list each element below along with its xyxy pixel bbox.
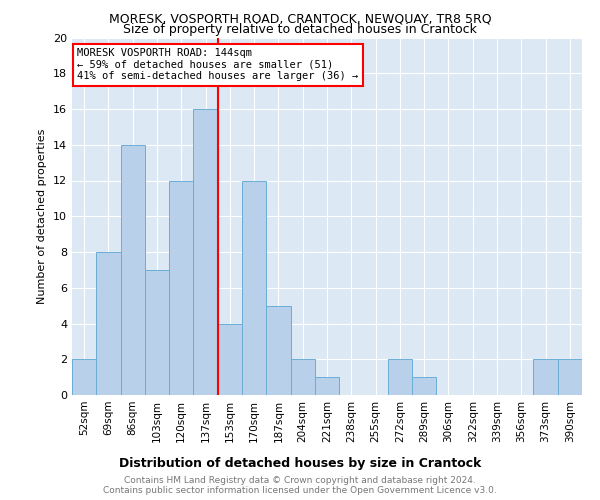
Bar — [193, 109, 218, 395]
Bar — [533, 359, 558, 395]
Bar — [121, 145, 145, 395]
Y-axis label: Number of detached properties: Number of detached properties — [37, 128, 47, 304]
Bar — [145, 270, 169, 395]
Text: MORESK VOSPORTH ROAD: 144sqm
← 59% of detached houses are smaller (51)
41% of se: MORESK VOSPORTH ROAD: 144sqm ← 59% of de… — [77, 48, 358, 82]
Bar — [315, 377, 339, 395]
Text: MORESK, VOSPORTH ROAD, CRANTOCK, NEWQUAY, TR8 5RQ: MORESK, VOSPORTH ROAD, CRANTOCK, NEWQUAY… — [109, 12, 491, 26]
Bar — [96, 252, 121, 395]
Bar — [412, 377, 436, 395]
Text: Contains HM Land Registry data © Crown copyright and database right 2024.
Contai: Contains HM Land Registry data © Crown c… — [103, 476, 497, 495]
Bar — [169, 180, 193, 395]
Bar — [558, 359, 582, 395]
Text: Distribution of detached houses by size in Crantock: Distribution of detached houses by size … — [119, 458, 481, 470]
Bar — [266, 306, 290, 395]
Bar — [218, 324, 242, 395]
Bar — [72, 359, 96, 395]
Bar — [388, 359, 412, 395]
Bar — [242, 180, 266, 395]
Text: Size of property relative to detached houses in Crantock: Size of property relative to detached ho… — [123, 22, 477, 36]
Bar — [290, 359, 315, 395]
